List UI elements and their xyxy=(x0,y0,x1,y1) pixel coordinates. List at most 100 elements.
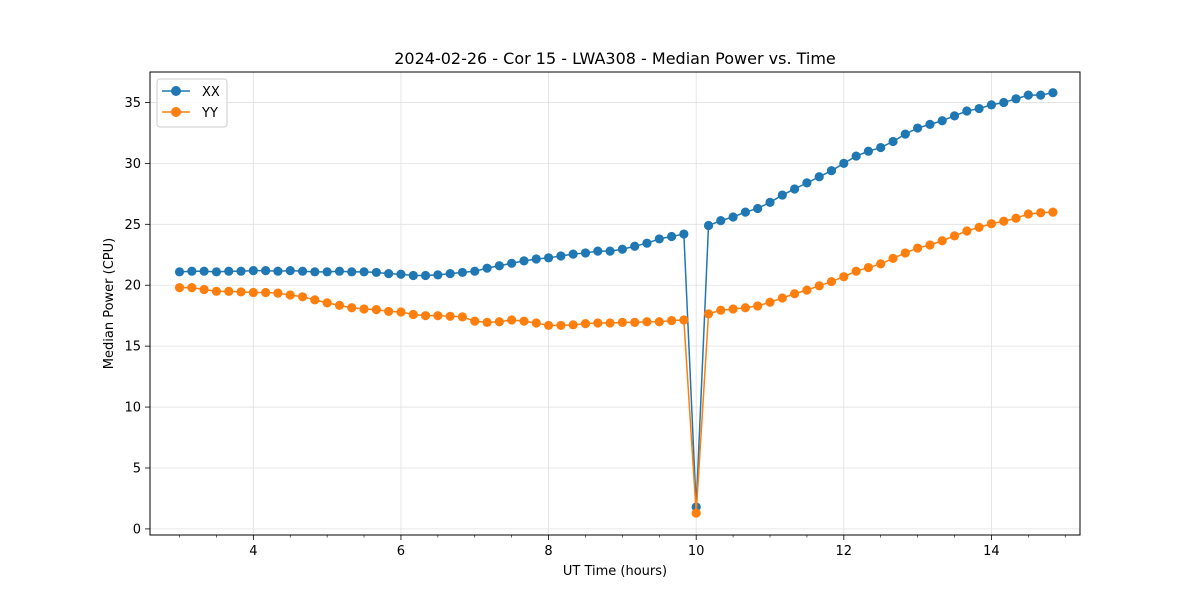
data-point-xx xyxy=(814,172,824,182)
data-point-xx xyxy=(667,231,677,242)
data-point-xx xyxy=(851,151,861,161)
data-point-yy xyxy=(765,297,775,307)
data-point-xx xyxy=(420,270,431,281)
data-point-xx xyxy=(580,248,591,258)
data-point-yy xyxy=(789,289,800,299)
data-point-yy xyxy=(297,292,308,302)
data-point-yy xyxy=(482,317,492,327)
data-point-yy xyxy=(888,253,898,264)
data-point-yy xyxy=(519,316,529,326)
data-point-yy xyxy=(1011,213,1021,223)
data-point-xx xyxy=(261,266,271,276)
data-point-xx xyxy=(679,229,689,239)
x-tick-label: 8 xyxy=(544,544,552,559)
data-point-yy xyxy=(531,318,541,328)
data-point-xx xyxy=(962,106,972,116)
data-point-yy xyxy=(937,236,947,246)
data-point-xx xyxy=(765,197,775,207)
data-point-yy xyxy=(310,295,320,305)
data-point-yy xyxy=(359,304,369,314)
data-point-xx xyxy=(384,269,394,279)
data-point-xx xyxy=(900,129,910,139)
data-point-yy xyxy=(273,288,283,298)
data-point-xx xyxy=(789,184,800,194)
data-point-xx xyxy=(322,267,332,277)
data-point-yy xyxy=(408,309,418,320)
data-point-yy xyxy=(839,272,849,282)
data-point-yy xyxy=(851,266,861,276)
y-tick-label: 0 xyxy=(133,522,141,537)
data-point-yy xyxy=(261,287,271,298)
data-point-yy xyxy=(962,226,972,236)
chart-title: 2024-02-26 - Cor 15 - LWA308 - Median Po… xyxy=(394,49,836,68)
data-point-xx xyxy=(999,97,1009,108)
data-point-yy xyxy=(667,315,677,326)
data-point-xx xyxy=(359,267,369,277)
y-tick-label: 30 xyxy=(124,157,141,172)
data-point-xx xyxy=(925,119,935,129)
series-xx xyxy=(174,88,1058,512)
data-point-xx xyxy=(617,244,627,254)
data-point-xx xyxy=(605,246,615,256)
data-point-yy xyxy=(679,315,689,325)
data-point-yy xyxy=(1048,207,1058,217)
data-point-yy xyxy=(174,283,185,293)
data-point-yy xyxy=(913,243,923,253)
data-point-xx xyxy=(802,178,812,188)
data-point-xx xyxy=(1048,88,1058,98)
series-group xyxy=(174,88,1058,518)
data-point-xx xyxy=(986,100,997,110)
data-point-yy xyxy=(334,300,345,310)
axis-ticks: 4 6 8 10 12 14 0 5 10 15 20 25 30 35 xyxy=(124,96,1066,559)
data-point-xx xyxy=(1036,90,1046,100)
data-point-xx xyxy=(248,266,258,276)
data-point-xx xyxy=(1023,90,1033,100)
data-point-xx xyxy=(297,266,308,276)
data-point-xx xyxy=(568,249,578,259)
data-point-xx xyxy=(593,246,603,256)
data-point-yy xyxy=(753,301,763,311)
x-tick-label: 12 xyxy=(836,544,853,559)
data-point-yy xyxy=(211,286,222,296)
data-point-yy xyxy=(494,317,504,327)
data-point-yy xyxy=(224,286,234,296)
data-point-yy xyxy=(433,311,443,321)
data-point-xx xyxy=(457,267,468,278)
data-point-yy xyxy=(716,305,726,315)
data-point-xx xyxy=(445,269,455,279)
legend: XX YY xyxy=(156,78,228,128)
data-point-xx xyxy=(371,267,381,278)
data-point-yy xyxy=(900,248,910,258)
legend-label-yy: YY xyxy=(201,106,218,121)
data-point-yy xyxy=(986,219,997,229)
series-yy xyxy=(174,207,1058,518)
data-point-xx xyxy=(543,253,554,263)
x-tick-label: 6 xyxy=(397,544,405,559)
data-point-xx xyxy=(937,116,947,126)
data-point-yy xyxy=(1023,209,1033,219)
data-point-yy xyxy=(507,315,517,325)
data-point-yy xyxy=(593,318,603,328)
data-point-xx xyxy=(876,142,886,153)
data-point-xx xyxy=(716,216,726,226)
data-point-xx xyxy=(863,146,873,156)
data-point-xx xyxy=(913,123,923,133)
data-point-yy xyxy=(580,319,591,329)
data-point-xx xyxy=(519,256,529,266)
data-point-yy xyxy=(654,317,664,327)
y-tick-label: 25 xyxy=(124,218,141,233)
data-point-yy xyxy=(999,216,1009,226)
data-point-yy xyxy=(371,304,381,315)
legend-label-xx: XX xyxy=(202,85,220,100)
data-point-yy xyxy=(691,508,701,518)
data-point-yy xyxy=(1036,208,1046,218)
data-point-xx xyxy=(273,266,283,276)
x-axis-label: UT Time (hours) xyxy=(563,564,667,579)
data-point-yy xyxy=(396,307,406,317)
data-point-yy xyxy=(777,293,787,303)
data-point-yy xyxy=(642,317,652,327)
data-point-xx xyxy=(556,251,566,261)
data-point-yy xyxy=(187,283,197,293)
data-point-xx xyxy=(753,203,763,214)
